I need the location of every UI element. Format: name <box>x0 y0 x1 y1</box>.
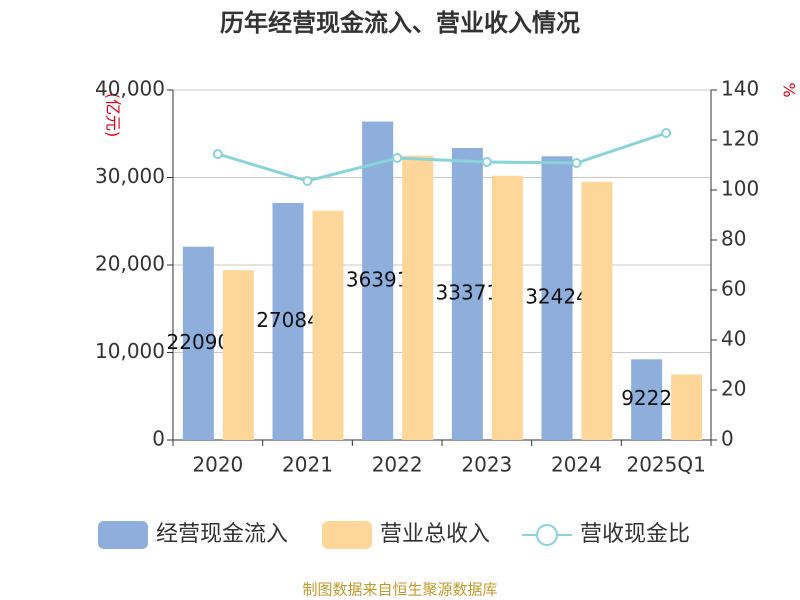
line <box>217 131 667 183</box>
data-label: 22090 <box>167 330 231 354</box>
y2-tick-label: 140 <box>721 77 759 101</box>
y-tick-label: 30,000 <box>95 164 165 188</box>
y2-tick-label: 60 <box>721 277 746 301</box>
bar <box>402 155 434 440</box>
x-tick-label: 2023 <box>461 453 512 477</box>
data-label: 36391 <box>346 267 410 291</box>
bar <box>491 175 523 440</box>
x-tick-label: 2020 <box>192 453 243 477</box>
y2-tick-label: 120 <box>721 127 759 151</box>
bar <box>312 210 344 440</box>
legend-label: 营业总收入 <box>380 522 490 547</box>
y-tick-label: 0 <box>152 427 165 451</box>
y-axis-label: (亿元) <box>104 93 123 138</box>
data-label: 33371 <box>436 281 500 305</box>
bar <box>671 374 703 440</box>
y-tick-label: 10,000 <box>95 339 165 363</box>
data-label: 9222 <box>621 386 672 410</box>
bar <box>451 148 483 440</box>
line-marker <box>661 128 672 138</box>
legend-swatch <box>322 521 372 549</box>
x-tick-label: 2022 <box>372 453 423 477</box>
bar <box>581 181 613 440</box>
source-note: 制图数据来自恒生聚源数据库 <box>302 581 497 599</box>
bar <box>222 270 254 440</box>
legend-label: 营收现金比 <box>580 522 690 547</box>
data-label: 32424 <box>525 285 589 309</box>
legend-swatch <box>98 521 148 549</box>
bar <box>362 121 394 441</box>
y2-tick-label: 20 <box>721 377 746 401</box>
x-tick-label: 2025Q1 <box>626 453 705 477</box>
y-tick-label: 40,000 <box>95 77 165 101</box>
data-label: 27084 <box>256 308 320 332</box>
bar <box>272 203 304 440</box>
legend-label: 经营现金流入 <box>156 522 288 547</box>
legend-swatch <box>536 524 558 546</box>
y2-tick-label: 100 <box>721 177 759 201</box>
line-marker <box>212 149 223 159</box>
y-tick-label: 20,000 <box>95 252 165 276</box>
line-marker <box>392 153 403 163</box>
line-marker <box>571 158 582 168</box>
chart-title: 历年经营现金流入、营业收入情况 <box>220 9 580 37</box>
line-marker <box>481 157 492 167</box>
x-tick-label: 2024 <box>551 453 602 477</box>
y2-tick-label: 40 <box>721 327 746 351</box>
y2-axis-label: % <box>780 82 799 97</box>
bar <box>182 246 214 440</box>
bar <box>541 156 573 441</box>
line-marker <box>302 176 313 186</box>
y2-tick-label: 0 <box>721 427 734 451</box>
x-tick-label: 2021 <box>282 453 333 477</box>
y2-tick-label: 80 <box>721 227 746 251</box>
bar <box>631 359 663 440</box>
